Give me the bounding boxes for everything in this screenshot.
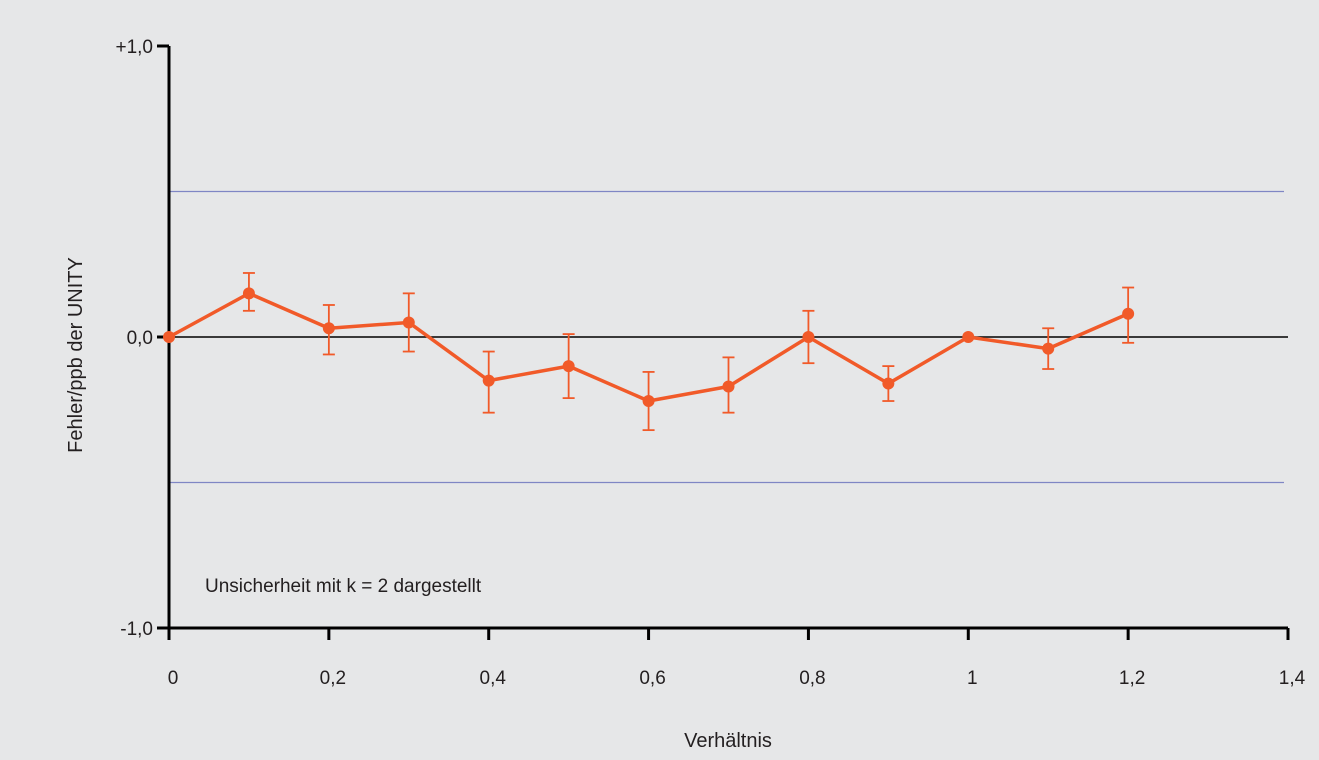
data-point	[562, 360, 575, 373]
x-tick-label: 1,4	[1279, 668, 1306, 689]
data-point	[322, 322, 335, 335]
y-tick-label: +1,0	[115, 37, 153, 58]
y-axis-title: Fehler/ppb der UNITY	[65, 257, 87, 453]
x-tick-label: 0,6	[639, 668, 665, 689]
y-axis-ticks: +1,0 0,0 -1,0	[115, 37, 169, 640]
data-point	[482, 374, 495, 387]
x-axis-ticks: 0 0,2 0,4 0,6 0,8 1 1,2 1,4	[167, 628, 1306, 689]
x-tick-label: 0	[168, 668, 179, 689]
series	[163, 272, 1135, 432]
x-tick-label: 0,4	[480, 668, 507, 689]
x-axis-title: Verhältnis	[684, 730, 772, 752]
x-tick-label: 1	[967, 668, 978, 689]
data-point	[242, 287, 255, 300]
x-tick-label: 0,2	[320, 668, 346, 689]
data-point	[722, 380, 735, 393]
data-point	[802, 331, 815, 343]
y-tick-label: -1,0	[120, 619, 153, 640]
data-point	[962, 331, 975, 343]
data-point	[1042, 342, 1055, 355]
data-point	[642, 395, 655, 408]
uncertainty-annotation: Unsicherheit mit k = 2 dargestellt	[205, 576, 482, 597]
data-point	[882, 377, 895, 390]
data-point	[402, 316, 415, 329]
x-tick-label: 0,8	[799, 668, 825, 689]
y-tick-label: 0,0	[127, 328, 153, 349]
x-tick-label: 1,2	[1119, 668, 1145, 689]
axes	[167, 46, 1288, 630]
data-point	[1122, 307, 1135, 320]
data-point	[163, 331, 175, 343]
limit-lines	[169, 190, 1284, 484]
